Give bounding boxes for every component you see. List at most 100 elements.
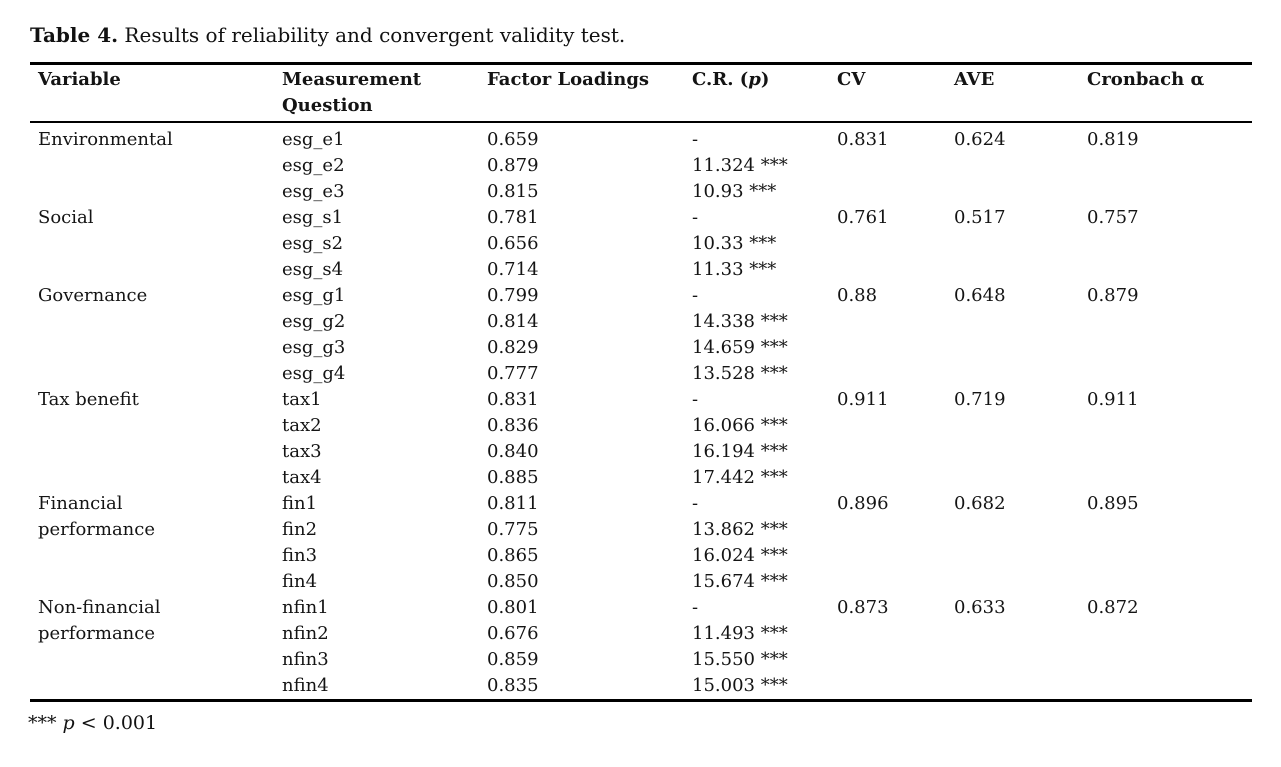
loading-cell-text: 0.836 xyxy=(487,415,539,436)
cv-cell-text: 0.896 xyxy=(837,493,889,514)
col-header-cronbach: Cronbach α xyxy=(1087,63,1252,123)
question-cell: esg_g4 xyxy=(282,361,487,387)
cr-cell-text: 13.862 *** xyxy=(692,519,788,540)
question-cell-text: tax4 xyxy=(282,467,322,488)
table-row: nfin2 0.676 11.493 *** xyxy=(30,621,1252,647)
cronbach-cell: 0.895 xyxy=(1087,491,1252,595)
cronbach-cell: 0.872 xyxy=(1087,595,1252,701)
question-cell: esg_g1 xyxy=(282,283,487,309)
cv-cell: 0.896 xyxy=(837,491,954,595)
table-row: esg_s4 0.714 11.33 *** xyxy=(30,257,1252,283)
ave-cell: 0.682 xyxy=(954,491,1087,595)
ave-cell: 0.517 xyxy=(954,205,1087,283)
table-row: esg_e2 0.879 11.324 *** xyxy=(30,153,1252,179)
cr-cell: 15.674 *** xyxy=(692,569,837,595)
table-row: esg_g3 0.829 14.659 *** xyxy=(30,335,1252,361)
cr-cell-text: 16.024 *** xyxy=(692,545,788,566)
question-cell: nfin1 xyxy=(282,595,487,621)
loading-cell-text: 0.777 xyxy=(487,363,539,384)
cr-cell-text: 15.003 *** xyxy=(692,675,788,696)
cronbach-cell: 0.819 xyxy=(1087,122,1252,205)
loading-cell: 0.840 xyxy=(487,439,692,465)
loading-cell-text: 0.859 xyxy=(487,649,539,670)
cr-cell: 11.33 *** xyxy=(692,257,837,283)
cr-cell: 13.862 *** xyxy=(692,517,837,543)
table-caption: Table 4. Results of reliability and conv… xyxy=(30,22,1281,48)
loading-cell-text: 0.781 xyxy=(487,207,539,228)
question-cell-text: esg_e2 xyxy=(282,155,345,176)
cr-cell: 10.93 *** xyxy=(692,179,837,205)
cv-cell-text: 0.88 xyxy=(837,285,878,306)
loading-cell: 0.831 xyxy=(487,387,692,413)
table-caption-number: Table 4. xyxy=(30,23,119,47)
loading-cell: 0.865 xyxy=(487,543,692,569)
col-header-question: Measurement Question xyxy=(282,63,487,123)
cr-cell-text: 16.066 *** xyxy=(692,415,788,436)
table-row: Tax benefit tax1 0.831 - 0.911 0.719 0.911 xyxy=(30,387,1252,413)
question-cell: fin1 xyxy=(282,491,487,517)
ave-cell-text: 0.682 xyxy=(954,493,1006,514)
question-cell: esg_s4 xyxy=(282,257,487,283)
cr-cell: 16.066 *** xyxy=(692,413,837,439)
question-cell-text: nfin3 xyxy=(282,649,329,670)
table-row: esg_g4 0.777 13.528 *** xyxy=(30,361,1252,387)
ave-cell-text: 0.648 xyxy=(954,285,1006,306)
loading-cell: 0.815 xyxy=(487,179,692,205)
cr-cell-text: 13.528 *** xyxy=(692,363,788,384)
question-cell: esg_e1 xyxy=(282,122,487,153)
cv-cell-text: 0.831 xyxy=(837,129,889,150)
cr-cell-text: 15.674 *** xyxy=(692,571,788,592)
ave-cell: 0.648 xyxy=(954,283,1087,387)
table-row: tax3 0.840 16.194 *** xyxy=(30,439,1252,465)
loading-cell-text: 0.831 xyxy=(487,389,539,410)
col-header-cv-label: CV xyxy=(837,69,866,90)
table-caption-text: Results of reliability and convergent va… xyxy=(118,23,626,47)
col-header-ave: AVE xyxy=(954,63,1087,123)
question-cell: fin2 xyxy=(282,517,487,543)
cr-cell-text: - xyxy=(692,285,699,306)
question-cell-text: esg_g1 xyxy=(282,285,346,306)
cv-cell-text: 0.873 xyxy=(837,597,889,618)
loading-cell-text: 0.850 xyxy=(487,571,539,592)
cronbach-cell-text: 0.895 xyxy=(1087,493,1139,514)
variable-cell-text: Non-financial performance xyxy=(38,597,161,644)
cr-cell: 16.024 *** xyxy=(692,543,837,569)
cv-cell: 0.911 xyxy=(837,387,954,491)
cv-cell: 0.873 xyxy=(837,595,954,701)
cv-cell: 0.88 xyxy=(837,283,954,387)
cv-cell: 0.831 xyxy=(837,122,954,205)
ave-cell: 0.624 xyxy=(954,122,1087,205)
reliability-validity-table: Variable Measurement Question Factor Loa… xyxy=(30,62,1252,702)
loading-cell-text: 0.865 xyxy=(487,545,539,566)
question-cell-text: nfin1 xyxy=(282,597,329,618)
loading-cell: 0.850 xyxy=(487,569,692,595)
variable-cell: Social xyxy=(30,205,282,283)
cr-cell: 11.324 *** xyxy=(692,153,837,179)
table-footnote: *** p < 0.001 xyxy=(28,710,1281,736)
question-cell: nfin4 xyxy=(282,673,487,701)
cr-cell-text: 10.93 *** xyxy=(692,181,777,202)
question-cell: tax1 xyxy=(282,387,487,413)
cv-cell: 0.761 xyxy=(837,205,954,283)
cronbach-cell-text: 0.872 xyxy=(1087,597,1139,618)
table-body: Environmental esg_e1 0.659 - 0.831 0.624 0.819… xyxy=(30,122,1252,701)
variable-cell: Non-financial performance xyxy=(30,595,282,701)
loading-cell: 0.811 xyxy=(487,491,692,517)
question-cell-text: tax2 xyxy=(282,415,322,436)
footnote-italic-p: p xyxy=(62,712,75,734)
loading-cell-text: 0.676 xyxy=(487,623,539,644)
cr-cell: 15.550 *** xyxy=(692,647,837,673)
table-row: nfin4 0.835 15.003 *** xyxy=(30,673,1252,701)
question-cell: esg_g3 xyxy=(282,335,487,361)
cr-cell: 15.003 *** xyxy=(692,673,837,701)
cr-cell: 10.33 *** xyxy=(692,231,837,257)
table-row: tax4 0.885 17.442 *** xyxy=(30,465,1252,491)
cr-cell-text: 11.33 *** xyxy=(692,259,777,280)
cr-cell-text: 17.442 *** xyxy=(692,467,788,488)
ave-cell: 0.719 xyxy=(954,387,1087,491)
table-row: Governance esg_g1 0.799 - 0.88 0.648 0.879 xyxy=(30,283,1252,309)
loading-cell: 0.836 xyxy=(487,413,692,439)
table-row: esg_s2 0.656 10.33 *** xyxy=(30,231,1252,257)
cv-cell-text: 0.761 xyxy=(837,207,889,228)
col-header-cv: CV xyxy=(837,63,954,123)
